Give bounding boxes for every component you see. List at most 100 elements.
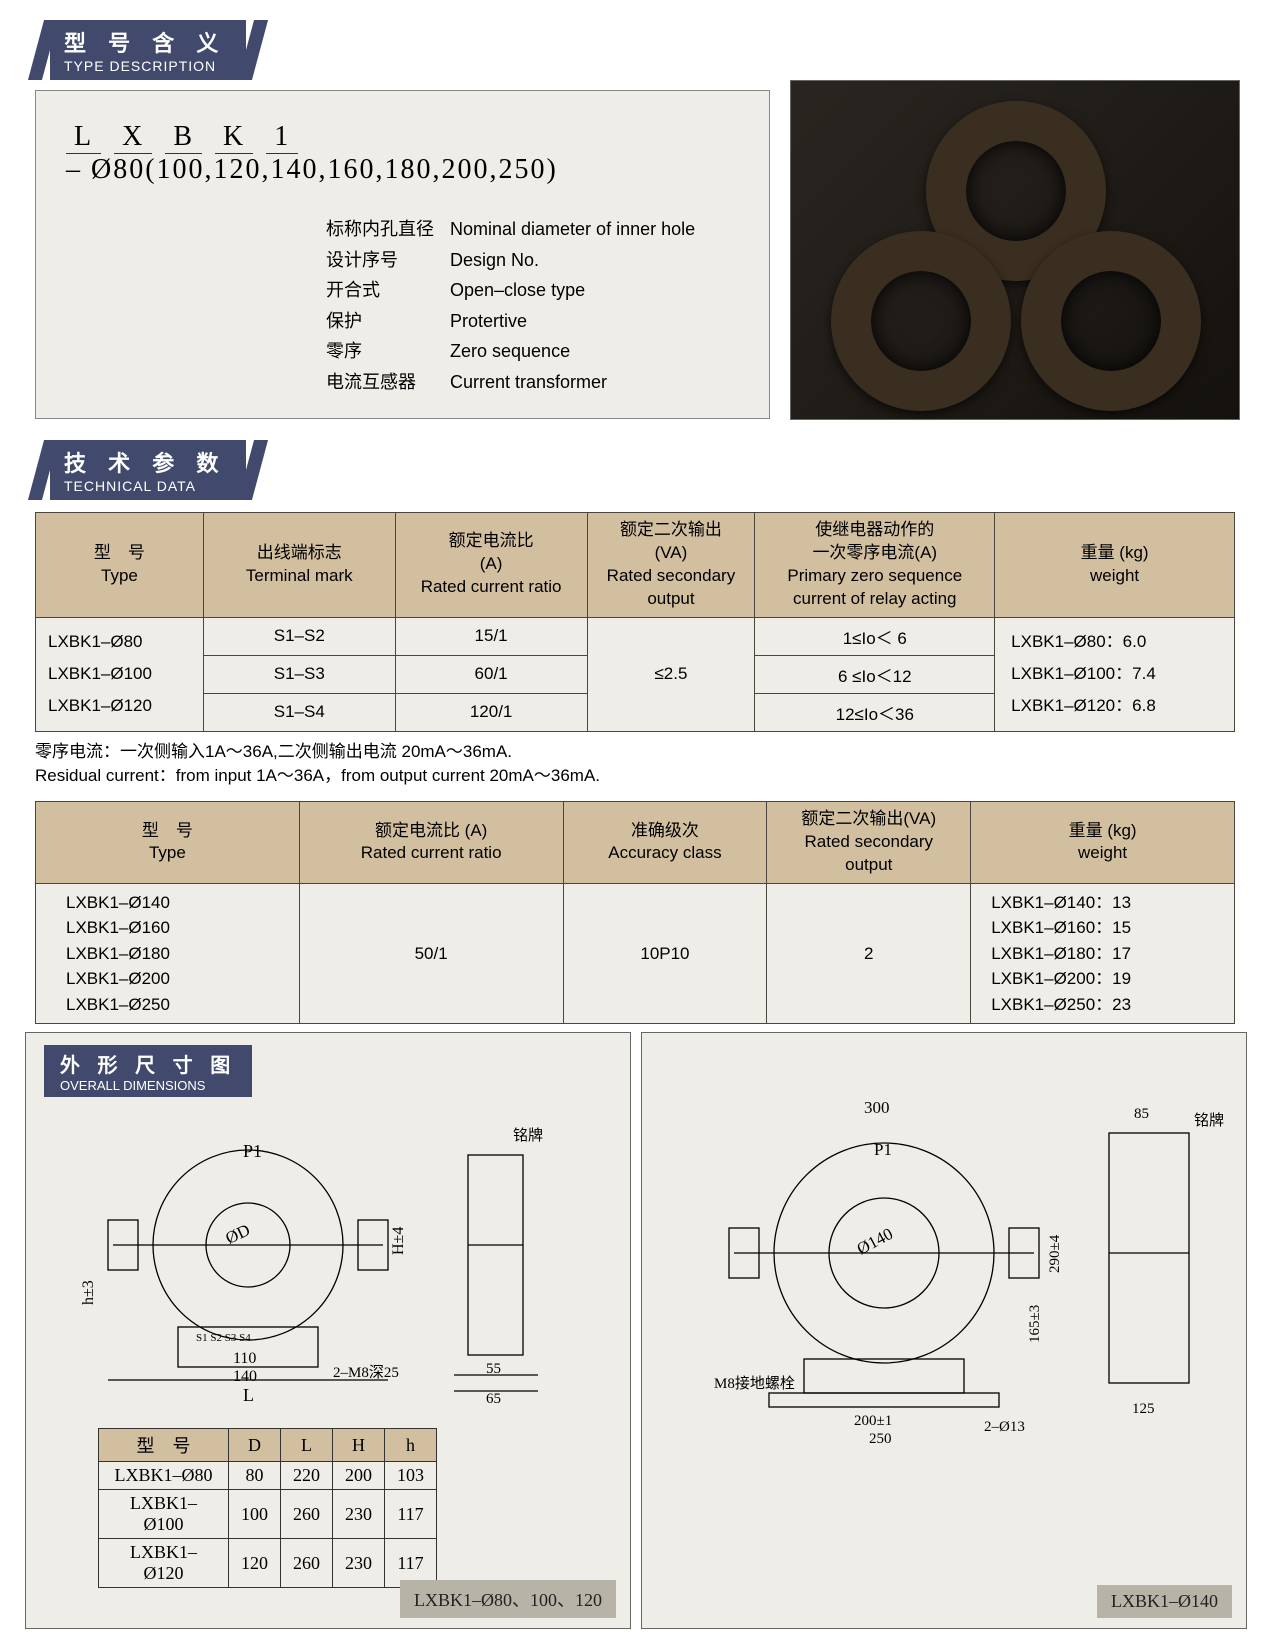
- label: 300: [864, 1098, 890, 1117]
- th: h: [385, 1429, 437, 1462]
- cell: LXBK1–Ø100: [99, 1490, 229, 1539]
- label: 125: [1132, 1401, 1155, 1417]
- cell: 120: [229, 1539, 281, 1588]
- section-header-cn: 型 号 含 义: [64, 26, 226, 58]
- dimension-drawing-right: 300 P1 Ø140 290±4 165±3 200±1 250 M8接地螺栓…: [654, 1043, 1234, 1473]
- panel-caption: LXBK1–Ø80、100、120: [400, 1580, 616, 1618]
- cell: S1–S2: [203, 617, 395, 655]
- cell: LXBK1–Ø80: [99, 1462, 229, 1490]
- cell: 1≤Io＜ 6: [755, 617, 995, 655]
- bd-cn: 保护: [326, 306, 436, 337]
- cell: LXBK1–Ø200: [66, 966, 291, 992]
- label: 65: [486, 1391, 501, 1405]
- type-code: L X B K 1 – Ø80(100,120,140,160,180,200,…: [66, 121, 749, 186]
- bd-en: Current transformer: [450, 367, 607, 398]
- panel-caption: LXBK1–Ø140: [1097, 1585, 1232, 1618]
- th-en: Rated secondary output: [775, 831, 962, 877]
- note-text: 零序电流：一次侧输入1A～36A,二次侧输出电流 20mA～36mA. Resi…: [35, 740, 1235, 789]
- type-description-box: L X B K 1 – Ø80(100,120,140,160,180,200,…: [35, 90, 770, 419]
- label: 140: [233, 1368, 257, 1385]
- th-cn: 使继电器动作的 一次零序电流(A): [763, 519, 986, 565]
- dimension-drawing-left: P1 ØD H±4 h±3 110 140 L 2–M8深25 S1 S2 S3…: [38, 1105, 618, 1405]
- cell: 50/1: [299, 883, 563, 1024]
- cell: 15/1: [395, 617, 587, 655]
- section-header-type: 型 号 含 义 TYPE DESCRIPTION: [50, 20, 246, 80]
- cell: ≤2.5: [587, 617, 755, 731]
- seg-tail: – Ø80(100,120,140,160,180,200,250): [66, 154, 558, 186]
- th: H: [333, 1429, 385, 1462]
- section-header-dim: 外 形 尺 寸 图 OVERALL DIMENSIONS: [44, 1045, 252, 1097]
- label: 铭牌: [513, 1127, 543, 1144]
- label: 290±4: [1047, 1235, 1063, 1274]
- note-cn: 零序电流：一次侧输入1A～36A,二次侧输出电流 20mA～36mA.: [35, 740, 1235, 765]
- label: h±3: [80, 1281, 97, 1306]
- th-cn: 型 号: [44, 820, 291, 843]
- th-cn: 额定电流比 (A): [404, 530, 579, 576]
- section-header-en: TYPE DESCRIPTION: [64, 58, 226, 74]
- cell: 103: [385, 1462, 437, 1490]
- cell: 12≤Io＜36: [755, 693, 995, 731]
- label: 250: [869, 1431, 892, 1447]
- cell: 117: [385, 1490, 437, 1539]
- label: P1: [874, 1140, 892, 1159]
- cell: 60/1: [395, 655, 587, 693]
- note-en: Residual current：from input 1A～36A，from …: [35, 764, 1235, 789]
- th-en: Rated secondary output: [596, 565, 747, 611]
- cell: LXBK1–Ø100：7.4: [1011, 658, 1226, 690]
- cell: 120/1: [395, 693, 587, 731]
- cell: 260: [281, 1539, 333, 1588]
- label: 55: [486, 1361, 501, 1377]
- cell: LXBK1–Ø250：23: [991, 992, 1226, 1018]
- bd-en: Nominal diameter of inner hole: [450, 214, 695, 245]
- th-en: Accuracy class: [572, 842, 759, 865]
- label: H±4: [390, 1227, 407, 1255]
- cell: S1–S3: [203, 655, 395, 693]
- label: 2–Ø13: [984, 1419, 1025, 1435]
- th: L: [281, 1429, 333, 1462]
- label: 2–M8深25: [333, 1364, 399, 1381]
- label: ØD: [223, 1221, 253, 1249]
- cell: LXBK1–Ø200：19: [991, 966, 1226, 992]
- th-en: Rated current ratio: [308, 842, 555, 865]
- cell: 2: [767, 883, 971, 1024]
- cell: 220: [281, 1462, 333, 1490]
- bd-en: Design No.: [450, 245, 539, 276]
- cell: S1–S4: [203, 693, 395, 731]
- cell: LXBK1–Ø160: [66, 915, 291, 941]
- th-en: Type: [44, 842, 291, 865]
- seg-K: K: [215, 121, 253, 154]
- tech-table-1: 型 号Type 出线端标志Terminal mark 额定电流比 (A)Rate…: [35, 512, 1235, 732]
- cell: LXBK1–Ø120: [48, 690, 195, 722]
- label: S1 S2 S3 S4: [196, 1332, 251, 1344]
- cell: LXBK1–Ø100: [48, 658, 195, 690]
- bd-cn: 设计序号: [326, 245, 436, 276]
- bd-en: Open–close type: [450, 275, 585, 306]
- th-en: weight: [1003, 565, 1226, 588]
- section-header-en: TECHNICAL DATA: [64, 478, 226, 494]
- dimension-panel-left: 外 形 尺 寸 图 OVERALL DIMENSIONS: [25, 1032, 631, 1629]
- label: 200±1: [854, 1413, 892, 1429]
- th-en: Rated current ratio: [404, 576, 579, 599]
- th-cn: 重量 (kg): [979, 820, 1226, 843]
- cell: 230: [333, 1490, 385, 1539]
- cell: LXBK1–Ø160：15: [991, 915, 1226, 941]
- th-en: Terminal mark: [212, 565, 387, 588]
- cell: 260: [281, 1490, 333, 1539]
- label: 铭牌: [1194, 1112, 1224, 1129]
- th-en: Type: [44, 565, 195, 588]
- label: M8接地螺栓: [714, 1375, 795, 1392]
- section-header-tech: 技 术 参 数 TECHNICAL DATA: [50, 440, 246, 500]
- cell: LXBK1–Ø140: [66, 890, 291, 916]
- cell: 10P10: [563, 883, 767, 1024]
- cell: LXBK1–Ø80: [48, 626, 195, 658]
- th-cn: 准确级次: [572, 820, 759, 843]
- label: 165±3: [1027, 1305, 1043, 1343]
- th-en: weight: [979, 842, 1226, 865]
- th-en: Primary zero sequence current of relay a…: [763, 565, 986, 611]
- bd-cn: 零序: [326, 336, 436, 367]
- product-photo: [790, 80, 1240, 420]
- cell: LXBK1–Ø120：6.8: [1011, 690, 1226, 722]
- type-breakdown: 标称内孔直径Nominal diameter of inner hole 设计序…: [326, 214, 749, 398]
- bd-en: Zero sequence: [450, 336, 570, 367]
- cell: 200: [333, 1462, 385, 1490]
